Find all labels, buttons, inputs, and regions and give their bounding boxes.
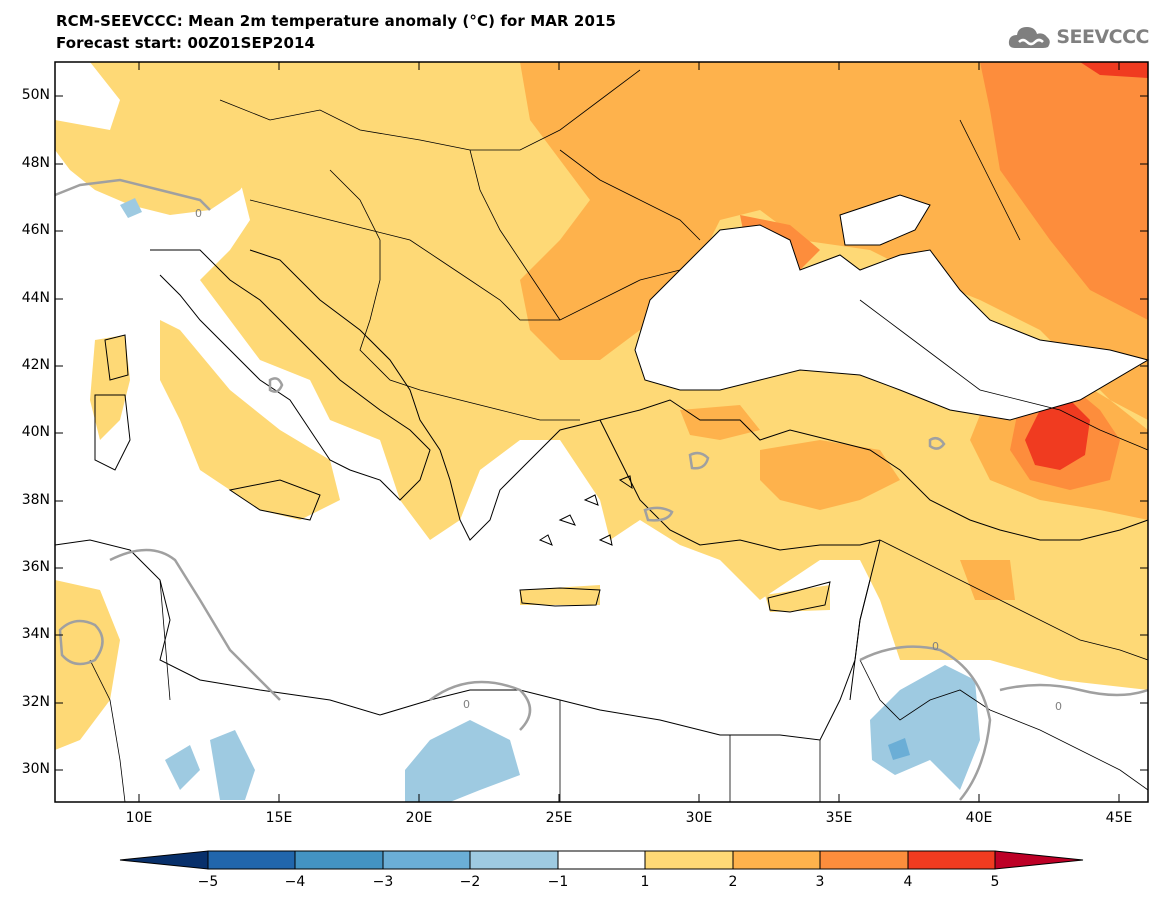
colorbar-segment — [644, 850, 734, 870]
colorbar-label: −1 — [547, 874, 569, 890]
colorbar-label: 1 — [640, 874, 650, 890]
sea-of-azov — [839, 194, 931, 246]
country-borders — [89, 69, 1149, 803]
lat-label: 50N — [21, 87, 50, 103]
colorbar-label: −4 — [284, 874, 306, 890]
colorbar-label: −2 — [459, 874, 481, 890]
lat-label: 42N — [21, 357, 50, 373]
colorbar-segment — [557, 850, 646, 870]
anomaly-field — [55, 62, 1148, 802]
lat-label: 44N — [21, 290, 50, 306]
anomaly-4-5-northeast — [1080, 62, 1148, 78]
lat-label: 34N — [21, 626, 50, 642]
lat-label: 48N — [21, 155, 50, 171]
colorbar-label: 5 — [990, 874, 1000, 890]
lon-label: 25E — [545, 810, 573, 826]
seevccc-logo: SEEVCCC — [1007, 22, 1149, 52]
anomaly-1-2-italy — [160, 320, 340, 520]
lon-label: 20E — [405, 810, 433, 826]
anomaly-1-2-west — [55, 62, 300, 215]
cloud-logo-icon — [1009, 27, 1051, 48]
lat-label: 40N — [21, 424, 50, 440]
lat-label: 46N — [21, 222, 50, 238]
colorbar-label: −5 — [197, 874, 219, 890]
colorbar-label: 3 — [815, 874, 825, 890]
colorbar-max-arrow — [994, 850, 1084, 870]
anomaly-neg-switzerland — [120, 198, 142, 218]
anomaly-4-5-armenia — [1025, 400, 1090, 470]
map-frame — [54, 61, 1149, 803]
colorbar-label: −3 — [372, 874, 394, 890]
colorbar-label: 2 — [728, 874, 738, 890]
anomaly-2-3-anatolia-south — [680, 405, 760, 440]
lon-label: 30E — [685, 810, 713, 826]
lon-label: 35E — [825, 810, 853, 826]
x-ticks — [138, 62, 1120, 802]
colorbar-min-arrow — [119, 850, 209, 870]
colorbar-segment — [207, 850, 296, 870]
zero-contours — [54, 178, 1149, 801]
colorbar-segment — [469, 850, 559, 870]
lat-label: 32N — [21, 694, 50, 710]
colorbar-segment — [732, 850, 821, 870]
anomaly-2-3-north — [520, 62, 1148, 420]
lat-label: 30N — [21, 761, 50, 777]
y-ticks — [55, 95, 1148, 771]
colorbar-segment — [907, 850, 996, 870]
anomaly-3-4-russia — [980, 62, 1148, 320]
contour-label: 0 — [463, 698, 470, 711]
lat-label: 38N — [21, 492, 50, 508]
contour-label: 0 — [932, 640, 939, 653]
map-title: RCM-SEEVCCC: Mean 2m temperature anomaly… — [56, 12, 617, 30]
colorbar-label: 4 — [903, 874, 913, 890]
anomaly-neg-libya — [405, 720, 520, 802]
colorbar — [119, 850, 1084, 870]
anomaly-2-3-syria — [960, 560, 1015, 600]
lon-label: 40E — [965, 810, 993, 826]
forecast-start-label: Forecast start: 00Z01SEP2014 — [56, 34, 316, 52]
anomaly-1-2-sardinia — [90, 335, 130, 440]
anomaly-neg-jordan — [870, 665, 980, 790]
anomaly-neg-gulf-sidra — [210, 730, 255, 800]
lon-label: 45E — [1105, 810, 1133, 826]
black-sea — [634, 224, 1150, 421]
colorbar-segment — [819, 850, 909, 870]
anomaly-neg-jordan-core — [888, 738, 910, 760]
lon-label: 15E — [265, 810, 293, 826]
lat-label: 36N — [21, 559, 50, 575]
coastlines — [54, 249, 1149, 741]
contour-label: 0 — [195, 207, 202, 220]
lon-label: 10E — [125, 810, 153, 826]
colorbar-segment — [294, 850, 384, 870]
anomaly-2-3-turkey — [760, 440, 900, 510]
anomaly-1-2-crete — [520, 585, 600, 605]
logo-text: SEEVCCC — [1056, 26, 1149, 48]
anomaly-neg-tunisia — [165, 745, 200, 790]
anomaly-1-2-cyprus — [765, 585, 830, 612]
contour-label: 0 — [1055, 700, 1062, 713]
colorbar-segment — [382, 850, 471, 870]
